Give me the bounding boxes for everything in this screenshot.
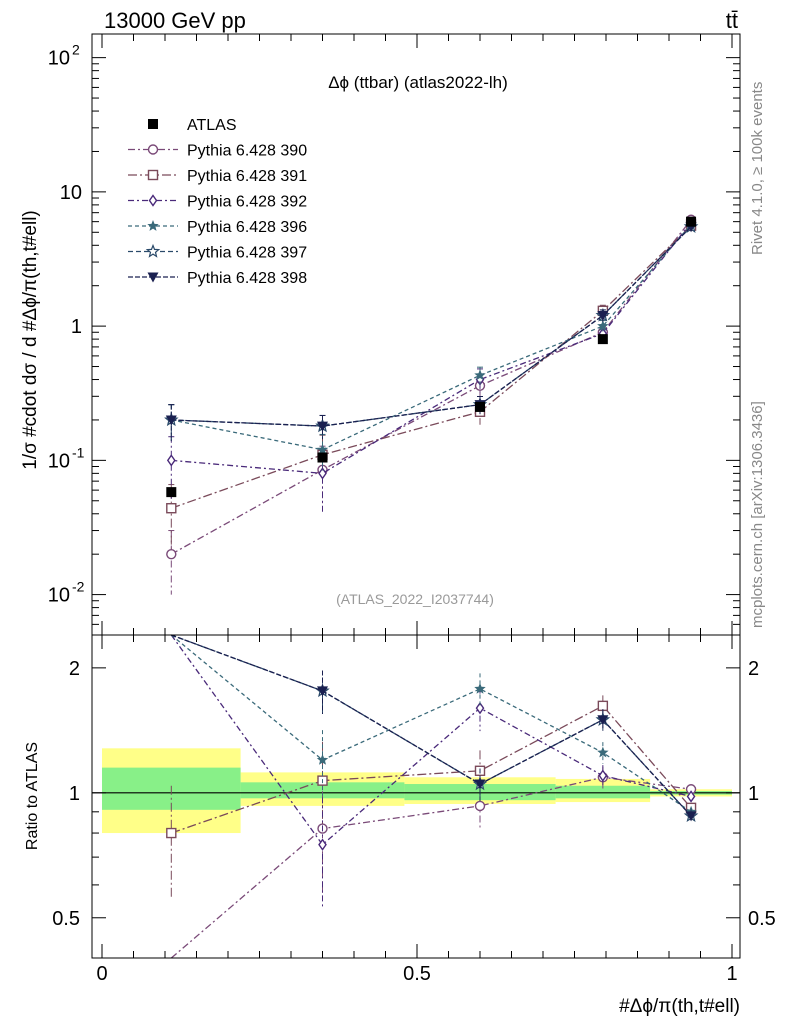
ratio-point (474, 800, 486, 812)
ratio-tick-label-right: 0.5 (748, 908, 776, 930)
data-point (317, 452, 328, 463)
ratio-tick-label: 0.5 (52, 908, 80, 930)
series-point (316, 443, 329, 455)
legend-item: Pythia 6.428 397 (128, 243, 307, 262)
legend-label: ATLAS (187, 117, 237, 134)
process-label: tt̄ (726, 8, 738, 33)
x-tick-label: 0.5 (403, 963, 431, 985)
ratio-point (166, 827, 177, 839)
ratio-point (597, 700, 609, 712)
legend-label: Pythia 6.428 398 (187, 270, 307, 287)
series-line (171, 222, 692, 475)
ratio-tick-label-right: 2 (748, 658, 759, 680)
ratio-y-label: Ratio to ATLAS (24, 742, 41, 850)
side-label-top: Rivet 4.1.0, ≥ 100k events (749, 82, 766, 255)
data-point (686, 216, 697, 227)
ratio-point (474, 682, 486, 694)
y-tick-exponent: 2 (72, 42, 80, 58)
legend-label: Pythia 6.428 390 (187, 143, 307, 160)
ratio-series-lines (166, 634, 699, 959)
ratio-line (171, 705, 692, 834)
x-axis-label: #Δϕ/π(th,t#ell) (619, 996, 740, 1017)
legend-marker (148, 119, 158, 129)
ratio-point (316, 754, 329, 765)
series-point (165, 415, 177, 426)
ratio-point (317, 686, 328, 697)
series-point (597, 320, 609, 331)
watermark: (ATLAS_2022_I2037744) (336, 591, 494, 607)
data-point (475, 401, 485, 412)
y-tick-exponent: -1 (72, 444, 85, 460)
energy-label: 13000 GeV pp (104, 8, 246, 33)
legend-marker (148, 194, 158, 207)
legend-item: Pythia 6.428 392 (128, 194, 307, 211)
ratio-point (685, 811, 697, 822)
legend-marker (147, 220, 159, 231)
legend-item: Pythia 6.428 390 (128, 143, 307, 160)
data-point (597, 334, 608, 345)
ratio-line (170, 776, 692, 959)
series-point (597, 310, 609, 321)
side-label-bottom: mcplots.cern.ch [arXiv:1306.3436] (749, 401, 766, 628)
legend-marker (145, 243, 161, 258)
ratio-frame (91, 634, 741, 959)
ratio-point (475, 701, 485, 715)
y-tick-exponent: -2 (72, 579, 85, 595)
legend-item: Pythia 6.428 398 (128, 270, 307, 287)
x-tick-label: 0 (96, 963, 107, 985)
ratio-point (597, 715, 609, 726)
series-point (166, 454, 176, 467)
ratio-uncertainty-bands (92, 748, 740, 834)
x-tick-label: 1 (726, 963, 737, 985)
ratio-line (170, 634, 692, 813)
chart-title: Δϕ (ttbar) (atlas2022-lh) (328, 73, 508, 92)
ratio-tick-label-right: 1 (748, 783, 759, 805)
series-point (166, 548, 177, 560)
main-series-lines (164, 214, 699, 595)
y-tick-label: 10 (48, 48, 70, 70)
ratio-tick-label: 2 (69, 658, 80, 680)
ratio-tick-label: 1 (69, 783, 80, 805)
series-point (166, 503, 177, 514)
legend-item: Pythia 6.428 391 (128, 168, 307, 185)
series-point (318, 467, 327, 480)
ratio-point (686, 790, 696, 803)
legend-item: Pythia 6.428 396 (128, 219, 307, 236)
series-line (171, 224, 692, 451)
y-tick-label: 1 (71, 316, 82, 338)
y-tick-label: 10 (60, 182, 82, 204)
series-point (317, 421, 328, 432)
legend-label: Pythia 6.428 397 (187, 245, 307, 262)
ratio-point (474, 779, 486, 790)
series-point (474, 369, 486, 381)
ratio-line (170, 634, 692, 846)
legend-marker (147, 272, 159, 283)
ratio-point (597, 746, 609, 758)
series-line (171, 225, 692, 509)
ratio-point (598, 769, 608, 782)
y-tick-label: 10 (48, 450, 70, 472)
legend: ATLAS Pythia 6.428 390 Pythia 6.428 391 Pyt… (128, 117, 307, 287)
legend-label: Pythia 6.428 391 (187, 168, 307, 185)
y-tick-label: 10 (48, 585, 70, 607)
legend-item-atlas: ATLAS (148, 117, 237, 134)
band-inner (240, 782, 405, 799)
legend-marker (147, 144, 159, 155)
ratio-point (318, 838, 327, 851)
band-inner (555, 785, 651, 799)
legend-label: Pythia 6.428 392 (187, 194, 307, 211)
legend-label: Pythia 6.428 396 (187, 219, 307, 236)
data-point (166, 487, 177, 498)
legend-marker (147, 169, 159, 181)
y-axis-label: 1/σ #cdot dσ / d #Δϕ/π(th,t#ell) (20, 210, 41, 470)
